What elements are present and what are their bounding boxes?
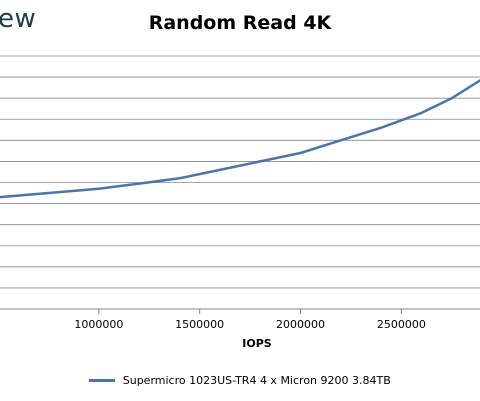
gridlines [0,55,480,289]
x-tick-label: 2500000 [377,318,426,331]
x-axis [0,308,480,314]
legend-swatch [89,378,116,382]
x-tick-label: 1500000 [175,318,224,331]
x-tick-labels: 1000000 1500000 2000000 2500000 [74,318,426,331]
series-line [0,78,480,199]
chart-title: Random Read 4K [148,12,332,34]
brand-logo-text: ew [0,4,37,34]
x-tick-label: 2000000 [276,318,325,331]
x-axis-label: IOPS [242,337,272,350]
x-tick-label: 1000000 [74,318,123,331]
legend: Supermicro 1023US-TR4 4 x Micron 9200 3.… [0,374,480,387]
series-lines [0,78,480,199]
legend-label: Supermicro 1023US-TR4 4 x Micron 9200 3.… [122,374,391,387]
